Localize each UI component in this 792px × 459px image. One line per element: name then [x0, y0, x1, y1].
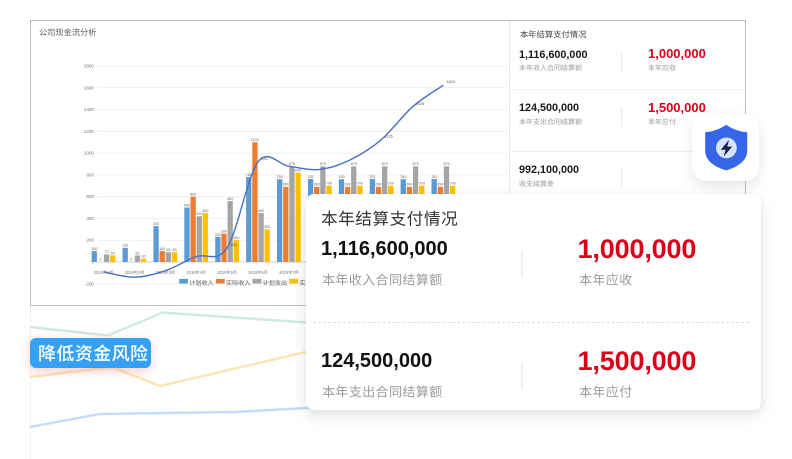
svg-text:30: 30	[142, 255, 146, 259]
svg-text:879: 879	[351, 162, 357, 166]
svg-text:700: 700	[357, 182, 363, 186]
svg-text:1400: 1400	[84, 107, 95, 112]
svg-text:1000: 1000	[84, 151, 95, 156]
svg-text:260: 260	[221, 230, 227, 234]
svg-text:1126: 1126	[385, 134, 393, 138]
svg-text:2019: 2019	[125, 270, 135, 275]
svg-text:90: 90	[166, 248, 170, 252]
svg-text:700: 700	[419, 182, 425, 186]
svg-text:762: 762	[308, 175, 314, 179]
svg-text:60: 60	[135, 251, 139, 255]
svg-text:920: 920	[261, 157, 267, 161]
svg-text:690: 690	[345, 183, 351, 187]
svg-text:879: 879	[443, 162, 449, 166]
svg-text:760: 760	[400, 175, 406, 179]
svg-text:2019: 2019	[217, 270, 227, 275]
svg-text:330: 330	[153, 222, 159, 226]
svg-text:100: 100	[159, 247, 165, 251]
svg-text:60: 60	[111, 251, 115, 255]
svg-text:690: 690	[314, 183, 320, 187]
svg-text:879: 879	[413, 162, 419, 166]
svg-text:1624: 1624	[446, 80, 454, 84]
svg-text:230: 230	[215, 233, 221, 237]
svg-text:130: 130	[230, 243, 236, 247]
svg-text:800: 800	[86, 172, 94, 177]
svg-text:690: 690	[437, 183, 443, 187]
svg-text:700: 700	[326, 182, 332, 186]
svg-text:7: 7	[292, 270, 295, 275]
svg-text:300: 300	[264, 225, 270, 229]
svg-text:1425: 1425	[416, 102, 424, 106]
svg-text:879: 879	[289, 162, 295, 166]
svg-text:760: 760	[338, 175, 344, 179]
svg-text:1600: 1600	[84, 85, 95, 90]
svg-text:100: 100	[91, 247, 97, 251]
svg-text:-200: -200	[85, 281, 95, 286]
svg-text:6: 6	[261, 270, 264, 275]
svg-text:600: 600	[86, 194, 94, 199]
svg-text:700: 700	[388, 182, 394, 186]
svg-text:90: 90	[172, 248, 176, 252]
svg-text:690: 690	[283, 183, 289, 187]
svg-text:762: 762	[431, 175, 437, 179]
svg-text:500: 500	[184, 203, 190, 207]
svg-text:879: 879	[320, 162, 326, 166]
svg-text:690: 690	[375, 183, 381, 187]
svg-text:2019: 2019	[156, 270, 166, 275]
svg-text:600: 600	[190, 193, 196, 197]
svg-text:1100: 1100	[251, 138, 259, 142]
svg-text:690: 690	[406, 183, 412, 187]
svg-text:780: 780	[246, 173, 252, 177]
svg-text:560: 560	[227, 197, 233, 201]
svg-text:400: 400	[86, 216, 94, 221]
svg-text:200: 200	[233, 236, 239, 240]
svg-text:1200: 1200	[84, 129, 95, 134]
svg-text:420: 420	[196, 212, 202, 216]
svg-text:762: 762	[369, 175, 375, 179]
svg-text:760: 760	[277, 175, 283, 179]
svg-text:0: 0	[99, 258, 101, 262]
svg-text:70: 70	[105, 250, 109, 254]
svg-text:1800: 1800	[84, 64, 95, 69]
svg-text:450: 450	[258, 209, 264, 213]
svg-text:2: 2	[138, 270, 141, 275]
svg-text:130: 130	[122, 244, 128, 248]
svg-text:2019: 2019	[186, 270, 196, 275]
svg-text:1: 1	[107, 270, 110, 275]
svg-text:450: 450	[202, 209, 208, 213]
svg-text:0: 0	[130, 258, 132, 262]
svg-text:200: 200	[86, 238, 94, 243]
svg-text:820: 820	[295, 169, 301, 173]
svg-text:4: 4	[200, 270, 203, 275]
svg-text:700: 700	[450, 182, 456, 186]
svg-text:3: 3	[169, 270, 172, 275]
svg-text:2019: 2019	[94, 270, 104, 275]
svg-text:2019: 2019	[279, 270, 289, 275]
svg-text:879: 879	[382, 162, 388, 166]
svg-text:5: 5	[231, 270, 234, 275]
svg-text:2019: 2019	[248, 270, 258, 275]
